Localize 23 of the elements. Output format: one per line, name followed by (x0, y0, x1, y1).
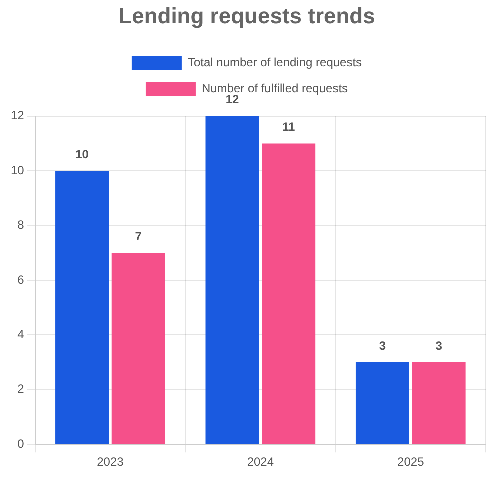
x-tick-label: 2023 (97, 455, 124, 470)
x-tick-label: 2025 (398, 455, 425, 470)
y-tick-label: 4 (18, 328, 25, 342)
bar (412, 362, 466, 444)
legend-label: Total number of lending requests (188, 56, 362, 70)
y-tick-label: 6 (18, 272, 25, 287)
data-label: 3 (436, 338, 443, 353)
data-label: 3 (379, 338, 386, 353)
y-tick-label: 12 (10, 108, 25, 123)
y-tick-label: 2 (18, 382, 25, 396)
y-tick-label: 8 (18, 218, 25, 232)
x-tick-label: 2024 (247, 455, 274, 470)
bar (112, 253, 166, 444)
bar (262, 144, 316, 444)
bar (206, 116, 260, 444)
y-tick-label: 0 (18, 436, 25, 451)
chart-title: Lending requests trends (118, 3, 376, 28)
data-label: 10 (76, 147, 90, 162)
y-tick-label: 10 (10, 163, 25, 178)
bar (56, 171, 110, 444)
data-label: 7 (135, 229, 142, 244)
data-label: 11 (282, 120, 296, 134)
bar (356, 362, 410, 444)
